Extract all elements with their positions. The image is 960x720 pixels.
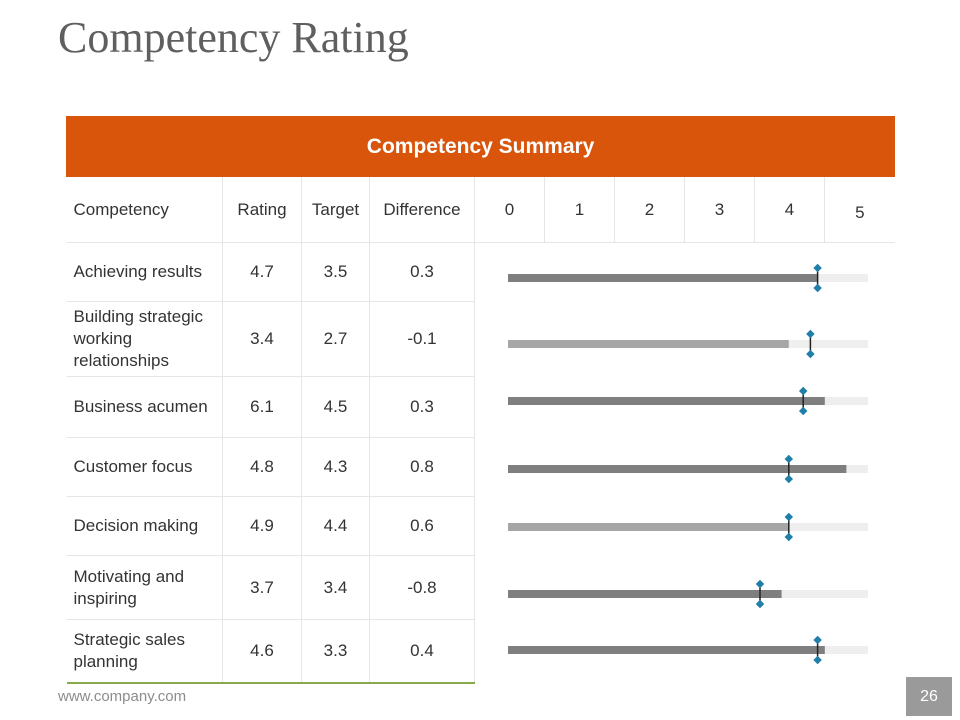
target-value: 4.4 — [301, 496, 370, 557]
scale-tick-label: 5 — [824, 176, 895, 243]
table-header-row: Competency Summary — [65, 116, 896, 177]
rating-value: 4.7 — [222, 242, 302, 303]
footer-url: www.company.com — [58, 688, 187, 705]
table-row: Building strategic working relationships… — [66, 301, 895, 378]
bar-chart — [508, 263, 868, 665]
scale-tick-label: 1 — [544, 176, 615, 243]
column-header-target: Target — [301, 176, 370, 243]
competency-name: Business acumen — [66, 376, 223, 438]
scale-tick-label: 0 — [474, 176, 545, 243]
table-row: Achieving results 4.7 3.5 0.3 — [66, 242, 895, 665]
table-row: Customer focus 4.8 4.3 0.8 — [66, 437, 895, 497]
difference-value: -0.1 — [369, 301, 475, 378]
target-value: 3.3 — [301, 619, 370, 685]
table-row: Motivating and inspiring 3.7 3.4 -0.8 — [66, 555, 895, 621]
rating-bar — [508, 646, 825, 654]
column-header-row: Competency Rating Target Difference 0 1 … — [66, 176, 895, 243]
competency-name: Motivating and inspiring — [66, 555, 223, 621]
rating-value: 3.7 — [222, 555, 302, 621]
rating-value: 3.4 — [222, 301, 302, 378]
scale-tick-label: 4 — [754, 176, 825, 243]
target-marker — [784, 454, 794, 484]
competency-name: Decision making — [66, 496, 223, 557]
competency-name: Building strategic working relationships — [66, 301, 223, 378]
table-header: Competency Summary — [65, 116, 896, 177]
rating-value: 4.9 — [222, 496, 302, 557]
rating-bar — [508, 590, 782, 598]
rating-bar — [508, 523, 789, 531]
competency-name: Customer focus — [66, 437, 223, 497]
target-value: 2.7 — [301, 301, 370, 378]
table-row: Strategic sales planning 4.6 3.3 0.4 — [66, 619, 895, 685]
rating-bar — [508, 340, 789, 348]
competency-name: Achieving results — [66, 242, 223, 303]
page-number: 26 — [906, 677, 952, 716]
column-header-competency: Competency — [66, 176, 223, 243]
scale-tick-label: 2 — [614, 176, 685, 243]
competency-name: Strategic sales planning — [66, 619, 223, 685]
difference-value: 0.3 — [369, 376, 475, 438]
column-header-difference: Difference — [369, 176, 475, 243]
competency-summary-table: Competency Summary Competency Rating Tar… — [65, 116, 896, 685]
target-marker — [798, 386, 808, 416]
target-value: 4.3 — [301, 437, 370, 497]
target-value: 3.4 — [301, 555, 370, 621]
difference-value: 0.3 — [369, 242, 475, 303]
bar-chart-cell — [475, 243, 895, 684]
rating-bar — [508, 274, 818, 282]
target-marker — [813, 263, 822, 293]
page-title: Competency Rating — [58, 13, 409, 62]
target-marker — [806, 329, 815, 359]
rating-value: 6.1 — [222, 376, 302, 438]
rating-bar — [508, 397, 825, 405]
column-header-rating: Rating — [222, 176, 302, 243]
rating-value: 4.8 — [222, 437, 302, 497]
table-row: Decision making 4.9 4.4 0.6 — [66, 496, 895, 557]
target-value: 3.5 — [301, 242, 370, 303]
difference-value: -0.8 — [369, 555, 475, 621]
rating-bar — [508, 465, 847, 473]
rating-value: 4.6 — [222, 619, 302, 685]
scale-tick-label: 3 — [684, 176, 755, 243]
table-row: Business acumen 6.1 4.5 0.3 — [66, 376, 895, 438]
target-value: 4.5 — [301, 376, 370, 438]
difference-value: 0.8 — [369, 437, 475, 497]
difference-value: 0.6 — [369, 496, 475, 557]
difference-value: 0.4 — [369, 619, 475, 685]
target-marker — [813, 635, 822, 665]
